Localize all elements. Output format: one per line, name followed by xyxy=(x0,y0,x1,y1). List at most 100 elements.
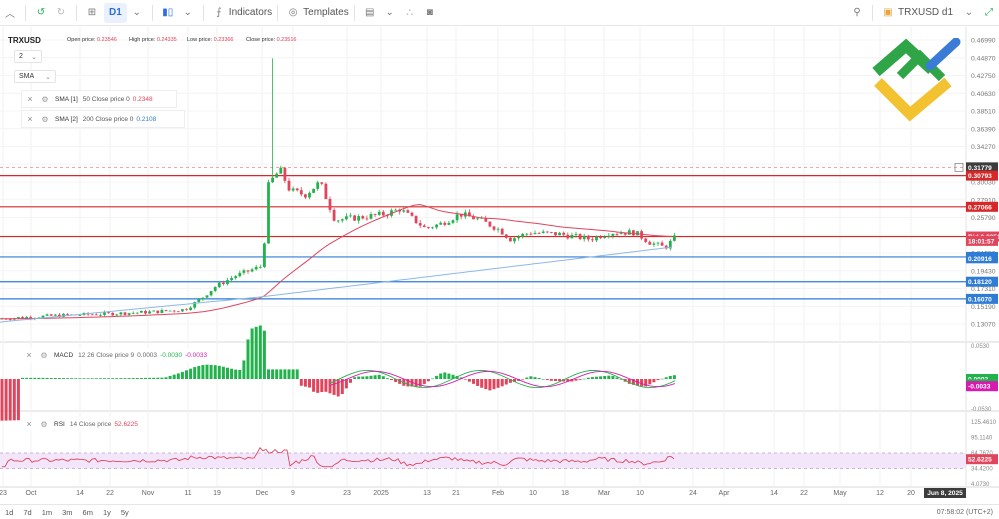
macd-bar xyxy=(431,378,434,380)
gear-icon[interactable]: ⚙ xyxy=(41,114,49,124)
candle-body xyxy=(545,231,549,233)
chart-type-select[interactable]: 2 ⌄ xyxy=(14,50,42,63)
candle-body xyxy=(324,183,328,200)
price-tick-label: 0.13070 xyxy=(971,322,996,329)
candle-body xyxy=(78,315,82,316)
drawing-tools-icon[interactable]: ⛬ xyxy=(406,7,414,18)
candle-body xyxy=(595,236,598,241)
time-tick-label: 11 xyxy=(184,490,191,497)
candle-body xyxy=(377,211,381,215)
redo-icon[interactable]: ↻ xyxy=(56,7,66,18)
interval-dropdown-icon[interactable]: ⌄ xyxy=(132,7,141,18)
symbol-icon[interactable]: ▣ xyxy=(883,7,893,18)
rsi-tick-label: 64.7670 xyxy=(971,451,993,457)
macd-bar xyxy=(0,379,4,421)
macd-signal-line xyxy=(329,370,676,388)
indicator-row-sma-2[interactable]: × ⚙ SMA [2] 200 Close price 0 0.2108 xyxy=(21,110,185,128)
time-tick-label: 24 xyxy=(689,490,697,497)
price-tag-bg xyxy=(966,293,998,304)
rsi-legend[interactable]: × ⚙ RSI 14 Close price 52.6225 xyxy=(21,417,138,431)
candle-body xyxy=(107,312,110,314)
templates-icon[interactable]: ◎ xyxy=(288,7,298,18)
candle-body xyxy=(373,214,377,215)
add-chart-icon[interactable]: ⊞ xyxy=(87,7,97,18)
range-1d[interactable]: 1d xyxy=(5,507,14,517)
candle-body xyxy=(336,220,340,222)
candle-body xyxy=(550,232,553,233)
candle-body xyxy=(504,234,508,238)
indicators-button[interactable]: Indicators xyxy=(228,7,273,18)
candle-body xyxy=(140,310,143,313)
undo-icon[interactable]: ↺ xyxy=(36,7,46,18)
price-tag-bg xyxy=(966,201,998,212)
search-icon[interactable]: ⚲ xyxy=(853,7,861,18)
macd-bar xyxy=(484,379,488,390)
layout-dropdown-icon[interactable]: ⌄ xyxy=(385,7,394,18)
collapse-icon[interactable]: ︿ xyxy=(5,9,15,20)
symbol-selector[interactable]: TRXUSD d1 xyxy=(897,7,953,18)
macd-bar xyxy=(250,328,254,379)
ma-type-value: SMA xyxy=(19,73,35,80)
time-tag: Jun 8, 2025 xyxy=(924,488,966,498)
gear-icon[interactable]: ⚙ xyxy=(41,94,49,104)
fullscreen-icon[interactable]: ⤢ xyxy=(985,7,993,18)
close-icon[interactable]: × xyxy=(26,350,32,360)
candle-body xyxy=(500,228,504,235)
candle-body xyxy=(386,215,389,217)
macd-bar xyxy=(115,378,119,379)
indicators-icon[interactable]: ⨍ xyxy=(216,7,222,18)
candle-body xyxy=(656,242,660,244)
macd-bar xyxy=(103,378,106,379)
close-icon[interactable]: × xyxy=(27,94,33,104)
divider xyxy=(353,4,355,21)
candle-body xyxy=(320,182,324,184)
screenshot-icon[interactable]: ◙ xyxy=(426,7,433,18)
price-tag-label: 18:01:57 xyxy=(968,238,995,245)
price-chart[interactable]: 0.46990 0.44870 0.42750 0.40630 0.38510 0.363… xyxy=(0,27,999,504)
macd-bar xyxy=(144,377,147,379)
templates-button[interactable]: Templates xyxy=(303,7,349,18)
macd-bar xyxy=(29,377,33,379)
interval-button[interactable]: D1 xyxy=(104,2,127,23)
time-tick-label: 2025 xyxy=(373,490,389,497)
ma-type-select[interactable]: SMA ⌄ xyxy=(14,70,56,83)
candle-body xyxy=(41,315,45,318)
macd-bar xyxy=(328,379,332,394)
divider xyxy=(25,4,26,21)
time-tick-label: 23 xyxy=(343,490,351,497)
candle-body xyxy=(623,233,627,235)
range-3m[interactable]: 3m xyxy=(62,507,73,517)
close-icon[interactable]: × xyxy=(27,114,33,124)
range-5y[interactable]: 5y xyxy=(120,507,129,517)
macd-bar xyxy=(406,379,410,387)
macd-bar xyxy=(111,378,115,379)
gear-icon[interactable]: ⚙ xyxy=(40,350,48,360)
symbol-dropdown-icon[interactable]: ⌄ xyxy=(964,7,974,18)
candles-icon[interactable]: ▮▯ xyxy=(162,7,174,18)
range-1m[interactable]: 1m xyxy=(41,507,53,517)
indicator-row-sma-1[interactable]: × ⚙ SMA [1] 50 Close price 0 0.2348 xyxy=(21,90,177,108)
layout-icon[interactable]: ▤ xyxy=(365,7,375,18)
candle-body xyxy=(185,309,188,311)
macd-legend[interactable]: × ⚙ MACD 12 26 Close price 9 0.0003 -0.0… xyxy=(21,348,208,362)
macd-bar xyxy=(139,377,143,379)
clock: 07:58:02 (UTC+2) xyxy=(936,508,993,516)
macd-bar xyxy=(197,366,201,379)
chart-type-dropdown-icon[interactable]: ⌄ xyxy=(183,7,192,18)
rsi-tag: 52.6225 xyxy=(966,454,998,465)
range-1y[interactable]: 1y xyxy=(102,507,111,517)
candle-body xyxy=(115,314,119,316)
macd-bar xyxy=(615,377,619,379)
macd-bar xyxy=(533,377,537,379)
macd-bar xyxy=(49,377,53,379)
time-tick-label: 10 xyxy=(529,490,537,497)
gear-icon[interactable]: ⚙ xyxy=(40,419,48,429)
close-icon[interactable]: × xyxy=(26,419,32,429)
range-7d[interactable]: 7d xyxy=(23,507,32,517)
macd-bar xyxy=(57,378,61,379)
candle-body xyxy=(45,314,49,316)
candle-body xyxy=(361,216,365,219)
macd-params: 12 26 Close price 9 xyxy=(78,351,135,359)
range-6m[interactable]: 6m xyxy=(82,507,93,517)
macd-bar xyxy=(119,378,123,379)
